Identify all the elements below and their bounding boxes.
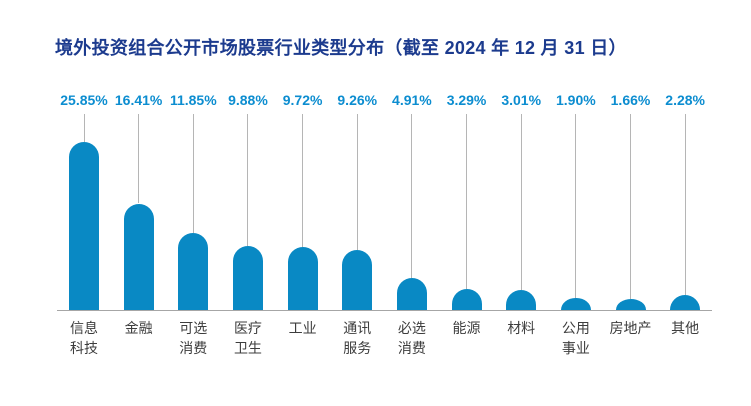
value-label: 4.91% <box>392 92 432 108</box>
connector-line <box>356 114 358 250</box>
value-label: 16.41% <box>114 92 163 108</box>
bar <box>670 295 701 310</box>
bar <box>123 203 154 310</box>
connector-line <box>466 114 468 289</box>
chart-column: 2.28% 其他 <box>657 0 713 406</box>
category-label: 其他 <box>671 320 700 336</box>
value-label: 25.85% <box>60 92 108 108</box>
connector-line <box>684 114 686 296</box>
chart-column: 9.26% 通讯 服务 <box>329 0 385 406</box>
value-label: 1.66% <box>610 92 651 108</box>
connector-line <box>83 114 85 143</box>
category-label: 工业 <box>288 320 317 336</box>
value-label: 1.90% <box>555 92 596 108</box>
bar <box>396 278 427 310</box>
chart-column: 3.01% 材料 <box>493 0 549 406</box>
chart-column: 25.85% 信息 科技 <box>56 0 112 406</box>
chart-column: 9.72% 工业 <box>275 0 331 406</box>
chart-column: 9.88% 医疗 卫生 <box>220 0 276 406</box>
value-label: 3.01% <box>501 92 542 108</box>
connector-line <box>192 114 194 234</box>
category-label: 必选 消费 <box>397 320 426 356</box>
connector-line <box>302 114 304 247</box>
bar <box>287 246 318 310</box>
category-label: 通讯 服务 <box>343 320 372 356</box>
category-label: 材料 <box>507 320 536 336</box>
category-label: 医疗 卫生 <box>233 320 262 356</box>
connector-line <box>138 114 140 204</box>
chart-column: 1.66% 房地产 <box>603 0 659 406</box>
bar <box>506 290 537 310</box>
chart-column: 4.91% 必选 消费 <box>384 0 440 406</box>
category-label: 公用 事业 <box>561 320 590 356</box>
bar <box>232 245 263 310</box>
bar <box>615 299 646 310</box>
connector-line <box>411 114 413 279</box>
bar <box>178 233 209 310</box>
bar <box>451 288 482 310</box>
connector-line <box>520 114 522 291</box>
connector-line <box>247 114 249 246</box>
value-label: 2.28% <box>665 92 705 108</box>
bar <box>342 249 373 310</box>
chart-title: 境外投资组合公开市场股票行业类型分布（截至 2024 年 12 月 31 日） <box>55 38 627 58</box>
chart-column: 16.41% 金融 <box>111 0 167 406</box>
chart-column: 1.90% 公用 事业 <box>548 0 604 406</box>
value-label: 9.72% <box>282 92 323 108</box>
connector-line <box>575 114 577 298</box>
value-label: 9.88% <box>228 92 268 108</box>
value-label: 9.26% <box>337 92 378 108</box>
bar <box>69 142 99 310</box>
category-label: 能源 <box>452 320 481 336</box>
chart-column: 3.29% 能源 <box>439 0 495 406</box>
category-label: 房地产 <box>609 320 652 336</box>
category-label: 可选 消费 <box>179 320 208 356</box>
bar <box>560 297 591 310</box>
connector-line <box>630 114 631 300</box>
value-label: 3.29% <box>446 92 487 108</box>
x-axis-line <box>57 310 712 311</box>
category-label: 信息 科技 <box>70 320 98 356</box>
category-label: 金融 <box>124 320 153 336</box>
chart-column: 11.85% 可选 消费 <box>165 0 221 406</box>
value-label: 11.85% <box>169 92 217 108</box>
